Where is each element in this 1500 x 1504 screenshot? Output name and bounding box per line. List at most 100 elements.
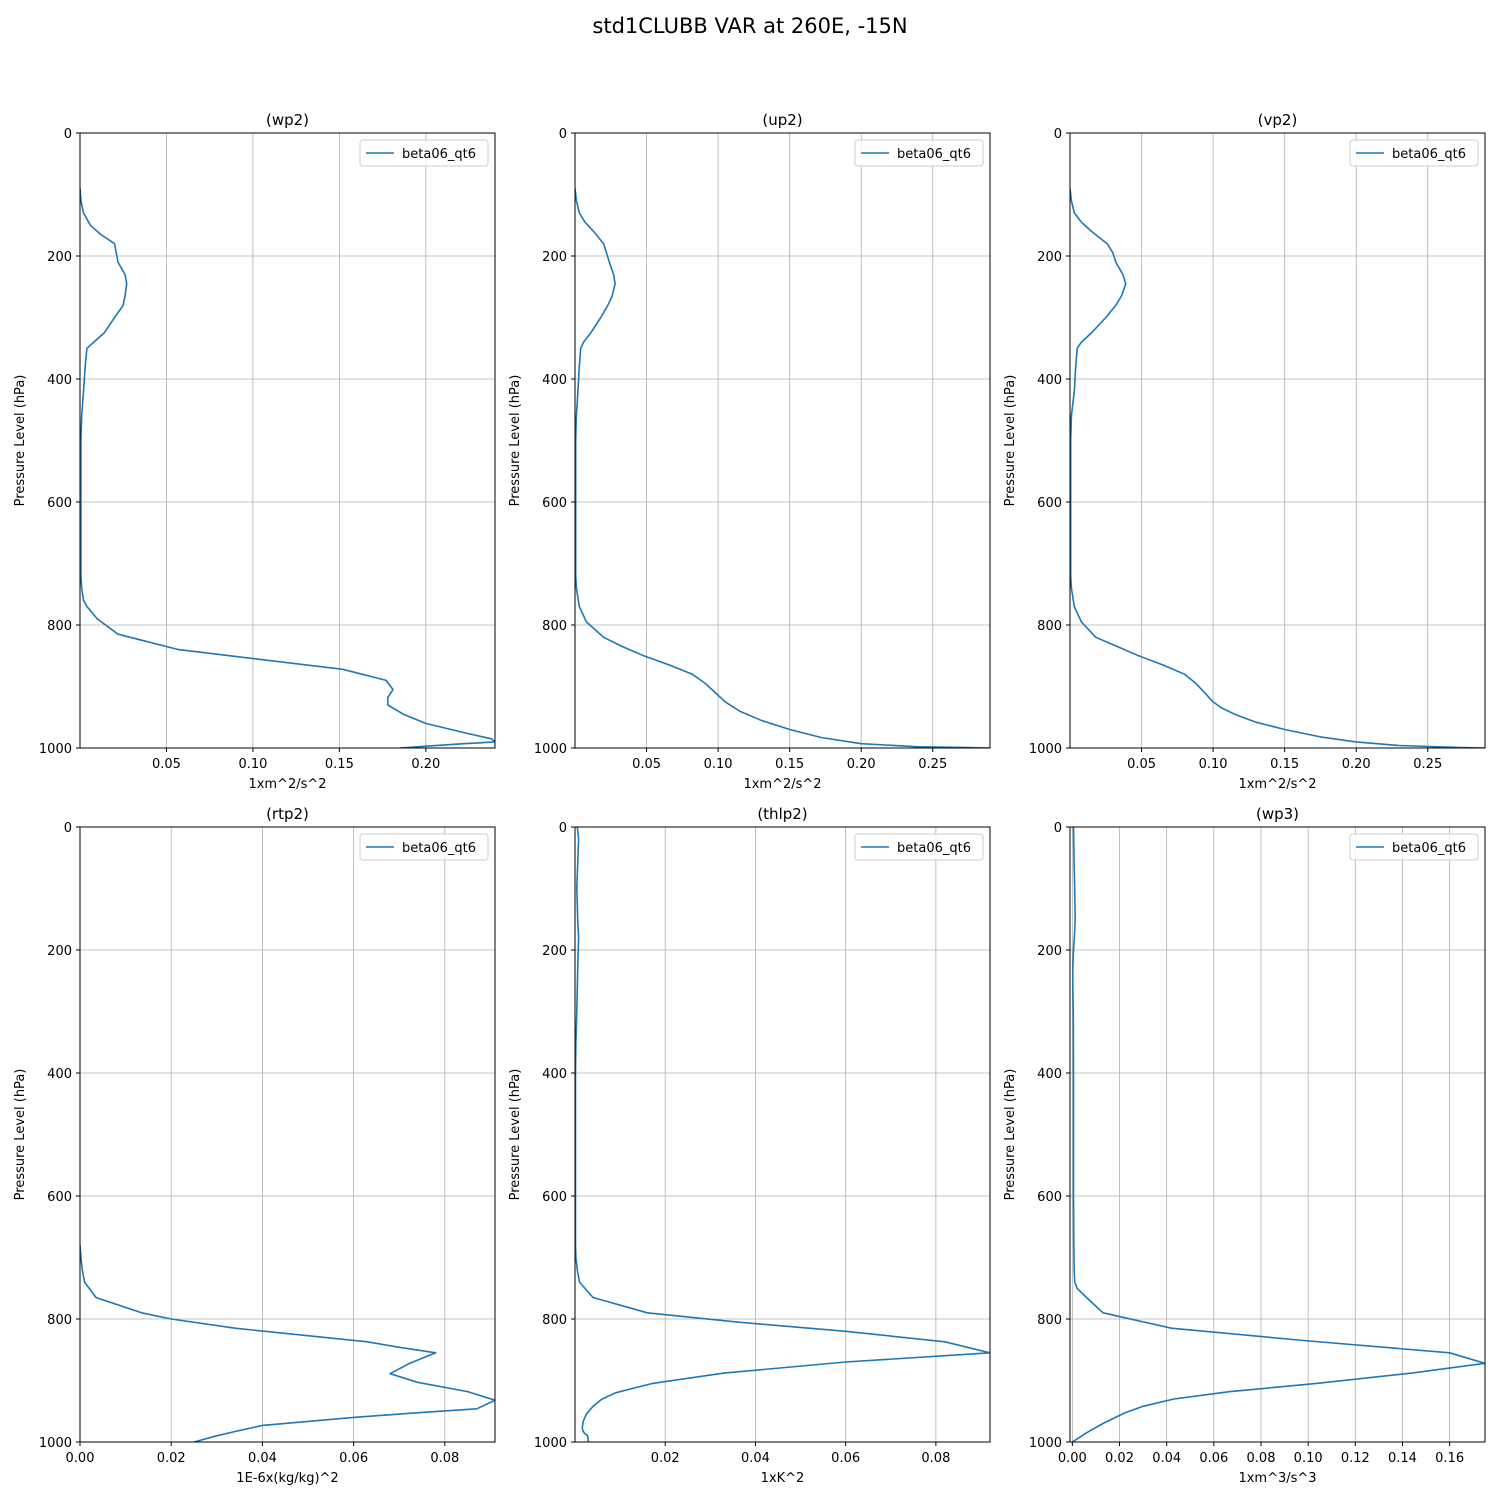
plot-frame xyxy=(79,826,496,1443)
series-line xyxy=(80,1245,495,1442)
x-tick-label: 0.10 xyxy=(1294,1451,1323,1466)
legend-label: beta06_qt6 xyxy=(1392,841,1466,856)
series-line xyxy=(575,827,990,1442)
y-tick-label: 200 xyxy=(1037,250,1062,265)
x-tick-label: 0.15 xyxy=(1270,757,1299,772)
plot-frame xyxy=(574,132,991,749)
legend-box xyxy=(359,139,489,167)
y-tick-label: 200 xyxy=(47,250,72,265)
subplot-title: (thlp2) xyxy=(757,805,807,823)
legend-box xyxy=(1349,833,1479,861)
subplot-5: 0.02 0.04 0.06 0.08 0 200 400 600 800 1000 (thlp2)… xyxy=(508,805,991,1486)
legend-box xyxy=(1349,139,1479,167)
legend-box xyxy=(854,139,984,167)
legend-label: beta06_qt6 xyxy=(1392,147,1466,162)
series-line xyxy=(575,188,990,748)
y-tick-label: 800 xyxy=(542,619,567,634)
x-tick-label: 0.02 xyxy=(1105,1451,1134,1466)
x-tick-label: 0.10 xyxy=(1199,757,1228,772)
x-tick-label: 0.04 xyxy=(1152,1451,1181,1466)
y-tick-label: 400 xyxy=(1037,373,1062,388)
x-tick-label: 0.04 xyxy=(248,1451,277,1466)
series-line xyxy=(1070,188,1485,748)
y-tick-label: 1000 xyxy=(1029,742,1062,757)
y-tick-label: 0 xyxy=(64,127,72,142)
x-tick-label: 0.20 xyxy=(847,757,876,772)
x-tick-label: 0.04 xyxy=(741,1451,770,1466)
plot-frame xyxy=(1069,132,1486,749)
series-line xyxy=(80,188,495,748)
y-tick-label: 800 xyxy=(1037,1313,1062,1328)
subplot-title: (wp3) xyxy=(1256,805,1299,823)
x-tick-label: 0.15 xyxy=(325,757,354,772)
y-tick-label: 0 xyxy=(1054,821,1062,836)
subplot-title: (rtp2) xyxy=(266,805,309,823)
legend-box xyxy=(359,833,489,861)
x-tick-label: 0.08 xyxy=(430,1451,459,1466)
y-tick-label: 600 xyxy=(1037,1190,1062,1205)
plot-frame xyxy=(79,132,496,749)
x-tick-label: 0.25 xyxy=(1413,757,1442,772)
y-tick-label: 400 xyxy=(542,373,567,388)
x-tick-label: 0.25 xyxy=(918,757,947,772)
x-tick-label: 0.06 xyxy=(831,1451,860,1466)
x-tick-label: 0.12 xyxy=(1341,1451,1370,1466)
y-tick-label: 600 xyxy=(542,496,567,511)
subplot-4: 0.00 0.02 0.04 0.06 0.08 0 200 400 600 800 1000 (rt… xyxy=(13,805,496,1486)
x-axis-label: 1xm^2/s^2 xyxy=(743,777,821,792)
y-axis-label: Pressure Level (hPa) xyxy=(1003,375,1018,507)
subplot-title: (vp2) xyxy=(1258,111,1298,129)
y-tick-label: 1000 xyxy=(39,742,72,757)
x-tick-label: 0.05 xyxy=(1127,757,1156,772)
subplot-title: (wp2) xyxy=(266,111,309,129)
y-tick-label: 1000 xyxy=(1029,1436,1062,1451)
y-axis-label: Pressure Level (hPa) xyxy=(508,1069,523,1201)
y-tick-label: 0 xyxy=(559,127,567,142)
subplot-1: 0.05 0.10 0.15 0.20 0 200 400 600 800 1000 (wp2) 1x… xyxy=(13,111,496,792)
figure-title: std1CLUBB VAR at 260E, -15N xyxy=(592,14,908,38)
y-tick-label: 400 xyxy=(47,1067,72,1082)
legend-label: beta06_qt6 xyxy=(402,147,476,162)
x-tick-label: 0.14 xyxy=(1388,1451,1417,1466)
x-axis-label: 1xm^2/s^2 xyxy=(248,777,326,792)
subplot-3: 0.05 0.10 0.15 0.20 0.25 0 200 400 600 800 1000 (vp… xyxy=(1003,111,1486,792)
y-tick-label: 800 xyxy=(542,1313,567,1328)
x-tick-label: 0.10 xyxy=(238,757,267,772)
y-axis-label: Pressure Level (hPa) xyxy=(13,375,28,507)
y-tick-label: 600 xyxy=(47,1190,72,1205)
x-axis-label: 1xK^2 xyxy=(761,1471,805,1486)
y-tick-label: 200 xyxy=(542,944,567,959)
y-tick-label: 200 xyxy=(542,250,567,265)
x-tick-label: 0.06 xyxy=(339,1451,368,1466)
x-tick-label: 0.20 xyxy=(1342,757,1371,772)
y-tick-label: 800 xyxy=(47,619,72,634)
legend-box xyxy=(854,833,984,861)
y-axis-label: Pressure Level (hPa) xyxy=(13,1069,28,1201)
x-tick-label: 0.15 xyxy=(775,757,804,772)
y-tick-label: 200 xyxy=(1037,944,1062,959)
x-axis-label: 1xm^2/s^2 xyxy=(1238,777,1316,792)
y-tick-label: 1000 xyxy=(534,742,567,757)
legend-label: beta06_qt6 xyxy=(897,147,971,162)
y-tick-label: 400 xyxy=(1037,1067,1062,1082)
y-tick-label: 0 xyxy=(1054,127,1062,142)
plot-frame xyxy=(1069,826,1486,1443)
x-tick-label: 0.08 xyxy=(1247,1451,1276,1466)
x-tick-label: 0.00 xyxy=(1058,1451,1087,1466)
x-tick-label: 0.02 xyxy=(651,1451,680,1466)
series-line xyxy=(1071,827,1485,1442)
y-tick-label: 200 xyxy=(47,944,72,959)
legend-label: beta06_qt6 xyxy=(897,841,971,856)
y-tick-label: 0 xyxy=(559,821,567,836)
x-axis-label: 1xm^3/s^3 xyxy=(1238,1471,1316,1486)
subplot-title: (up2) xyxy=(762,111,802,129)
x-tick-label: 0.10 xyxy=(704,757,733,772)
y-tick-label: 600 xyxy=(542,1190,567,1205)
x-tick-label: 0.05 xyxy=(632,757,661,772)
y-tick-label: 800 xyxy=(47,1313,72,1328)
y-tick-label: 600 xyxy=(47,496,72,511)
x-axis-label: 1E-6x(kg/kg)^2 xyxy=(236,1471,338,1486)
y-axis-label: Pressure Level (hPa) xyxy=(1003,1069,1018,1201)
